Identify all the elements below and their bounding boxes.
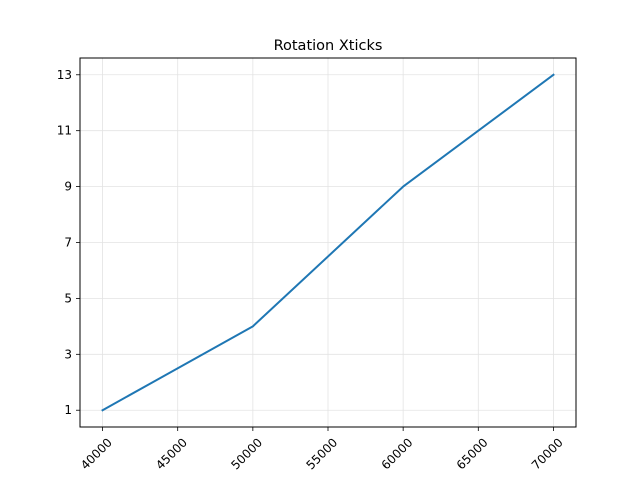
x-tick-label: 60000 xyxy=(379,435,416,472)
y-tick-label: 5 xyxy=(64,291,72,305)
x-tick-label: 40000 xyxy=(78,435,115,472)
x-tick-label: 65000 xyxy=(454,435,491,472)
y-tick-label: 1 xyxy=(64,403,72,417)
x-tick-label: 50000 xyxy=(228,435,265,472)
x-tick-label: 55000 xyxy=(303,435,340,472)
series-line-0 xyxy=(101,73,555,412)
y-tick-label: 11 xyxy=(57,124,72,138)
y-tick-label: 3 xyxy=(64,347,72,361)
chart-title: Rotation Xticks xyxy=(274,38,383,54)
x-tick-label: 45000 xyxy=(153,435,190,472)
y-tick-label: 13 xyxy=(57,68,72,82)
grid-lines xyxy=(80,58,576,427)
y-tick-label: 9 xyxy=(64,180,72,194)
x-axis: 40000 45000 50000 55000 60000 65000 70000 xyxy=(78,427,566,472)
x-tick-label: 70000 xyxy=(529,435,566,472)
y-tick-label: 7 xyxy=(64,236,72,250)
series-layer xyxy=(101,73,555,412)
